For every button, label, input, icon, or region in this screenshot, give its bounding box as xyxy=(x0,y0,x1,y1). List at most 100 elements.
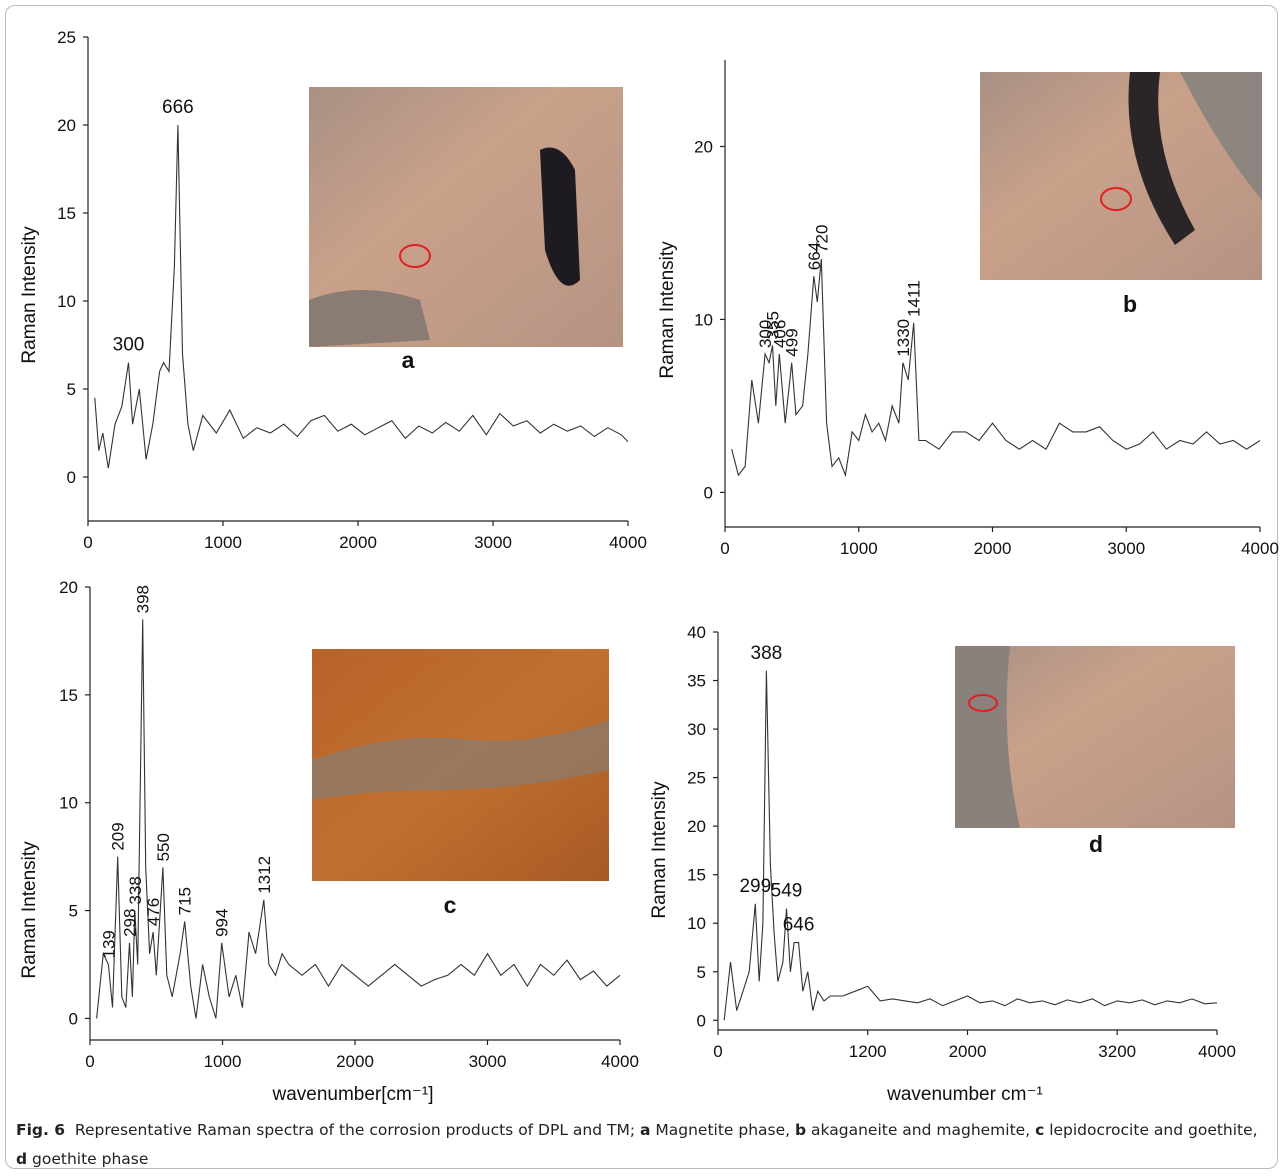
y-tick-label: 15 xyxy=(57,204,76,223)
x-tick-label: 3000 xyxy=(1107,539,1145,558)
peak-label: 209 xyxy=(109,822,128,850)
peak-label: 499 xyxy=(783,328,802,356)
y-tick-label: 25 xyxy=(687,769,706,788)
y-tick-label: 20 xyxy=(57,116,76,135)
peak-label: 476 xyxy=(144,898,163,926)
peak-label: 139 xyxy=(99,930,118,958)
peak-label: 300 xyxy=(756,320,775,348)
y-tick-label: 5 xyxy=(697,963,706,982)
peak-label: 338 xyxy=(126,876,145,904)
x-tick-label: 4000 xyxy=(1241,539,1279,558)
chart: 0 5 10 15 20 25 0 1000 2000 3000 4000 Raman Intensi… xyxy=(19,28,647,552)
y-tick-label: 0 xyxy=(704,483,713,502)
y-tick-label: 20 xyxy=(694,137,713,156)
y-tick-label: 10 xyxy=(694,310,713,329)
peak-label: 355 xyxy=(763,311,782,339)
chart: 0 5 10 15 20 0 1000 2000 3000 4000 Raman Intensity… xyxy=(19,578,639,1105)
spectrum-line xyxy=(96,619,621,1019)
peak-label: 720 xyxy=(812,225,831,253)
panel-label: a xyxy=(402,347,415,373)
x-tick-label: 3000 xyxy=(474,533,512,552)
photo-a xyxy=(309,87,623,347)
y-tick-label: 25 xyxy=(57,28,76,47)
x-tick-label: 1200 xyxy=(849,1042,887,1061)
x-tick-label: 0 xyxy=(85,1052,94,1071)
x-tick-label: 3000 xyxy=(469,1052,507,1071)
x-tick-label: 3200 xyxy=(1098,1042,1136,1061)
panel-label: b xyxy=(1123,291,1137,317)
x-tick-label: 0 xyxy=(83,533,92,552)
y-axis-label: Raman Intensity xyxy=(649,781,670,919)
panel-label: d xyxy=(1089,831,1103,857)
photo-b xyxy=(980,72,1262,280)
x-tick-label: 2000 xyxy=(339,533,377,552)
y-tick-label: 20 xyxy=(687,817,706,836)
x-tick-label: 0 xyxy=(713,1042,722,1061)
y-tick-label: 15 xyxy=(59,686,78,705)
x-tick-label: 4000 xyxy=(609,533,647,552)
y-tick-label: 10 xyxy=(59,794,78,813)
x-tick-label: 1000 xyxy=(204,1052,242,1071)
y-tick-label: 15 xyxy=(687,866,706,885)
caption-panel-letter: b xyxy=(795,1121,807,1139)
peak-label: 298 xyxy=(120,909,139,937)
y-tick-label: 10 xyxy=(687,914,706,933)
y-tick-label: 0 xyxy=(67,468,76,487)
photo-d xyxy=(955,646,1235,828)
y-tick-label: 5 xyxy=(69,902,78,921)
photo-c xyxy=(312,649,609,881)
peak-label: 666 xyxy=(162,97,194,118)
caption-panel-letter: c xyxy=(1035,1121,1045,1139)
caption-text: akaganeite and maghemite, xyxy=(806,1121,1036,1139)
x-tick-label: 2000 xyxy=(974,539,1012,558)
caption-panel-letter: d xyxy=(16,1150,28,1168)
peak-label: 994 xyxy=(213,909,232,937)
y-tick-label: 5 xyxy=(67,380,76,399)
y-axis-label: Raman Intensity xyxy=(19,226,40,364)
peak-label: 549 xyxy=(771,881,803,902)
x-tick-label: 4000 xyxy=(601,1052,639,1071)
caption-text: Magnetite phase, xyxy=(650,1121,796,1139)
spectrum-line xyxy=(723,670,1218,1021)
peak-label: 300 xyxy=(113,335,145,356)
peak-label: 388 xyxy=(751,643,783,664)
peak-label: 1411 xyxy=(905,280,924,317)
peak-label: 1312 xyxy=(255,856,274,894)
caption-panel-letter: a xyxy=(639,1121,651,1139)
y-tick-label: 0 xyxy=(69,1009,78,1028)
y-tick-label: 30 xyxy=(687,720,706,739)
spectrum-line xyxy=(94,124,629,469)
y-tick-label: 40 xyxy=(687,623,706,642)
peak-label: 1330 xyxy=(894,319,913,357)
x-tick-label: 0 xyxy=(720,539,729,558)
y-tick-label: 0 xyxy=(697,1011,706,1030)
x-tick-label: 2000 xyxy=(949,1042,987,1061)
caption-text: goethite phase xyxy=(27,1150,149,1168)
y-axis-label: Raman Intensity xyxy=(657,241,678,379)
x-axis-label: wavenumber cm⁻¹ xyxy=(886,1084,1043,1105)
peak-label: 299 xyxy=(739,876,771,897)
peak-label: 406 xyxy=(770,320,789,348)
x-tick-label: 1000 xyxy=(204,533,242,552)
peak-label: 715 xyxy=(176,887,195,915)
y-tick-label: 35 xyxy=(687,672,706,691)
chart: 0 10 20 0 1000 2000 3000 4000 Raman Intensity b 30… xyxy=(657,60,1279,558)
peak-label: 550 xyxy=(154,833,173,861)
peak-label: 664 xyxy=(805,242,824,270)
caption: Fig. 6 Representative Raman spectra of t… xyxy=(16,1116,1266,1174)
figure-number: Fig. 6 xyxy=(16,1121,66,1139)
x-tick-label: 1000 xyxy=(840,539,878,558)
caption-text: lepidocrocite and goethite, xyxy=(1044,1121,1263,1139)
y-axis-label: Raman Intensity xyxy=(19,841,40,979)
figure-frame xyxy=(5,5,1278,1169)
panel-label: c xyxy=(444,892,457,918)
x-axis-label: wavenumber[cm⁻¹] xyxy=(271,1084,433,1105)
spectrum-line xyxy=(731,258,1261,478)
y-tick-label: 10 xyxy=(57,292,76,311)
peak-label: 398 xyxy=(134,585,153,613)
y-tick-label: 20 xyxy=(59,578,78,597)
caption-text: Representative Raman spectra of the corr… xyxy=(65,1121,640,1139)
